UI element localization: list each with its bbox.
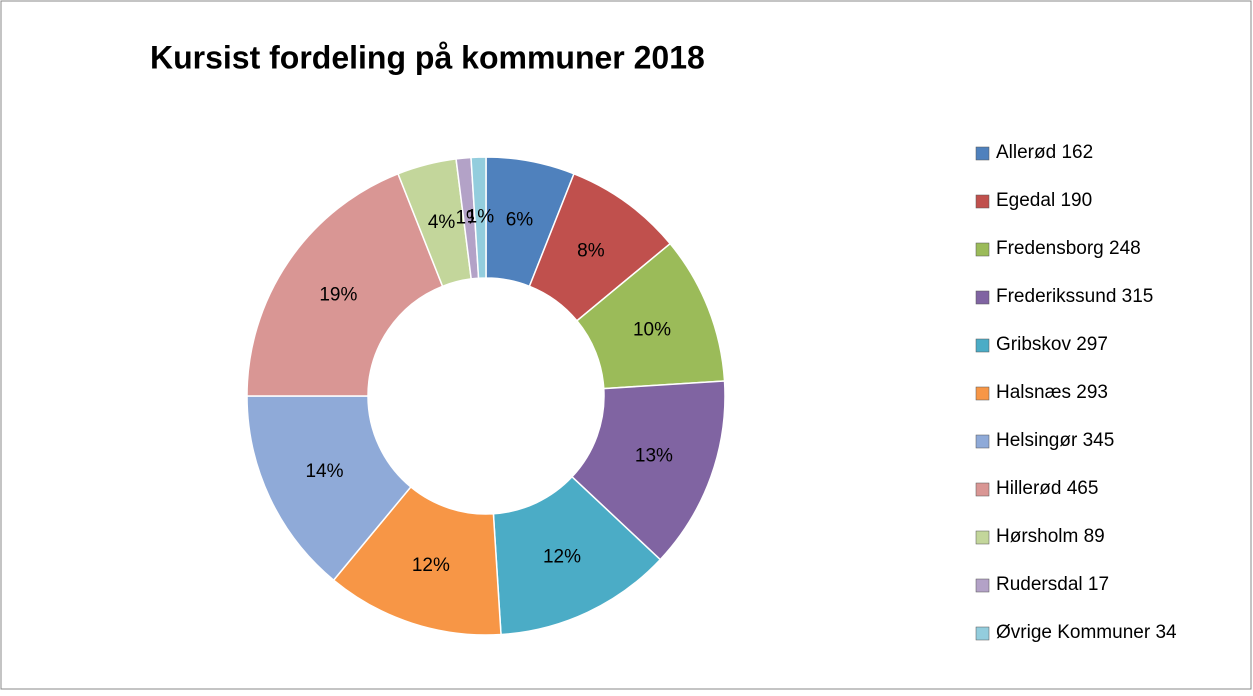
legend-swatch	[975, 482, 990, 497]
legend-swatch	[975, 290, 990, 305]
data-label: 4%	[428, 212, 456, 233]
data-label: 8%	[577, 241, 605, 262]
chart-title: Kursist fordeling på kommuner 2018	[150, 39, 705, 75]
data-label: 13%	[635, 445, 673, 466]
legend-label: Rudersdal 17	[996, 574, 1109, 595]
legend-label: Hillerød 465	[996, 478, 1098, 499]
legend-swatch	[975, 242, 990, 257]
slice	[246, 172, 444, 397]
legend-label: Gribskov 297	[996, 334, 1108, 355]
legend-swatch	[975, 578, 990, 593]
legend-swatch	[975, 386, 990, 401]
legend-swatch	[975, 434, 990, 449]
data-label: 12%	[543, 547, 581, 568]
data-label: 14%	[305, 461, 343, 482]
legend-label: Helsingør 345	[996, 430, 1114, 451]
data-label: 19%	[319, 285, 357, 306]
legend-label: Øvrige Kommuner 34	[996, 622, 1177, 643]
slice	[470, 156, 487, 280]
legend-label: Halsnæs 293	[996, 382, 1108, 403]
data-label: 6%	[506, 210, 534, 231]
data-label: 12%	[412, 555, 450, 576]
slice	[570, 380, 726, 561]
legend-swatch	[975, 626, 990, 641]
legend-label: Hørsholm 89	[996, 526, 1105, 547]
legend-swatch	[975, 194, 990, 209]
data-label: 1%	[467, 207, 495, 228]
legend-label: Allerød 162	[996, 142, 1093, 163]
legend-swatch	[975, 530, 990, 545]
legend-swatch	[975, 146, 990, 161]
legend-label: Egedal 190	[996, 190, 1092, 211]
legend-swatch	[975, 338, 990, 353]
slice	[246, 395, 412, 582]
data-label: 10%	[633, 319, 671, 340]
legend-label: Frederikssund 315	[996, 286, 1153, 307]
legend-label: Fredensborg 248	[996, 238, 1141, 259]
